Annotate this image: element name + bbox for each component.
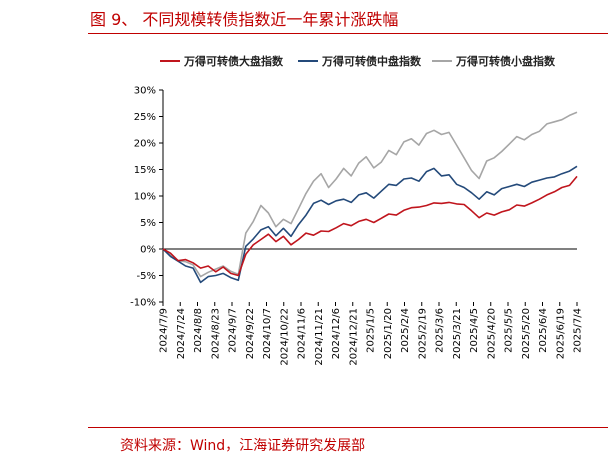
x-tick-label: 2024/10/7 bbox=[262, 308, 273, 359]
legend-label: 万得可转债小盘指数 bbox=[455, 54, 556, 68]
line-chart: 万得可转债大盘指数 万得可转债中盘指数 万得可转债小盘指数 30% 25% 20% 15%… bbox=[130, 54, 583, 366]
y-tick-label: 25% bbox=[134, 112, 156, 123]
source-divider bbox=[88, 427, 608, 428]
x-tick-label: 2024/7/24 bbox=[176, 308, 187, 359]
x-tick-label: 2025/5/20 bbox=[521, 308, 532, 359]
x-tick-label: 2024/8/23 bbox=[210, 308, 221, 359]
legend-label: 万得可转债大盘指数 bbox=[183, 54, 284, 68]
x-tick-label: 2025/7/4 bbox=[573, 308, 584, 353]
x-tick-label: 2024/9/22 bbox=[245, 308, 256, 359]
legend-label: 万得可转债中盘指数 bbox=[321, 54, 422, 68]
source-note: 资料来源：Wind，江海证券研究发展部 bbox=[120, 438, 366, 454]
x-tick-label: 2024/8/8 bbox=[193, 308, 204, 353]
x-tick-label: 2025/1/20 bbox=[383, 308, 394, 359]
x-tick-label: 2024/10/22 bbox=[279, 308, 290, 366]
y-tick-label: 30% bbox=[134, 86, 156, 97]
y-tick-label: -5% bbox=[137, 271, 156, 282]
x-tick-label: 2025/1/5 bbox=[366, 308, 377, 353]
x-tick-label: 2025/2/4 bbox=[400, 308, 411, 353]
y-tick-label: 0% bbox=[140, 245, 156, 256]
x-tick-label: 2025/3/6 bbox=[435, 308, 446, 353]
x-tick-label: 2025/4/20 bbox=[486, 308, 497, 359]
x-tick-label: 2025/3/21 bbox=[452, 308, 463, 359]
series-line-large-cap bbox=[162, 175, 578, 277]
x-tick-label: 2025/4/5 bbox=[469, 308, 480, 353]
x-tick-label: 2024/11/21 bbox=[314, 308, 325, 366]
y-tick-label: 10% bbox=[134, 192, 156, 203]
y-tick-label: 15% bbox=[134, 165, 156, 176]
x-tick-label: 2025/2/19 bbox=[417, 308, 428, 359]
x-tick-label: 2025/6/19 bbox=[555, 308, 566, 359]
y-tick-label: 5% bbox=[140, 218, 156, 229]
series-line-mid-cap bbox=[162, 165, 578, 284]
x-tick-label: 2025/6/4 bbox=[538, 308, 549, 353]
figure-title: 图 9、 不同规模转债指数近一年累计涨跌幅 bbox=[90, 10, 399, 29]
series-line-small-cap bbox=[162, 111, 578, 278]
chart-series bbox=[162, 111, 578, 284]
title-divider bbox=[88, 33, 608, 34]
x-tick-label: 2024/7/9 bbox=[159, 308, 170, 353]
x-tick-label: 2024/12/6 bbox=[331, 308, 342, 359]
x-tick-label: 2024/12/21 bbox=[348, 308, 359, 366]
x-tick-label: 2024/9/7 bbox=[228, 308, 239, 353]
x-tick-label: 2024/11/6 bbox=[297, 308, 308, 359]
x-tick-label: 2025/5/5 bbox=[504, 308, 515, 353]
chart-axes: 30% 25% 20% 15% 10% 5% 0% -5% -10%2024/7/9 2024/7… bbox=[130, 86, 583, 366]
y-tick-label: -10% bbox=[130, 298, 156, 309]
chart-legend: 万得可转债大盘指数 万得可转债中盘指数 万得可转债小盘指数 bbox=[160, 54, 556, 68]
y-tick-label: 20% bbox=[134, 139, 156, 150]
